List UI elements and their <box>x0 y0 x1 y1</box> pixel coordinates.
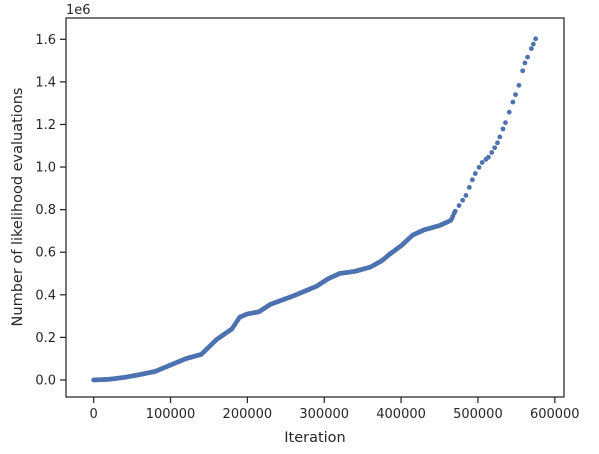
y-tick-label: 0.8 <box>35 203 56 218</box>
x-tick-label: 0 <box>90 407 98 422</box>
y-axis-ticks: 0.0 0.2 0.4 0.6 0.8 1.0 1.2 1.4 1.6 <box>35 33 66 388</box>
data-point <box>470 177 475 183</box>
data-point <box>516 82 522 88</box>
x-tick-label: 200000 <box>223 407 273 422</box>
x-axis-label: Iteration <box>284 430 346 446</box>
data-point <box>460 197 466 203</box>
x-axis-ticks: 0 100000 200000 300000 400000 500000 600000 <box>90 397 580 422</box>
x-tick-label: 500000 <box>453 407 503 422</box>
data-point <box>506 109 512 115</box>
x-tick-label: 600000 <box>530 407 580 422</box>
data-point <box>486 154 491 160</box>
data-point <box>489 150 495 155</box>
data-point <box>463 193 469 198</box>
data-point <box>503 120 508 126</box>
y-tick-label: 0.0 <box>35 373 56 388</box>
plot-area-frame <box>65 17 565 398</box>
data-point <box>510 99 516 105</box>
data-point <box>495 140 500 146</box>
y-tick-label: 1.0 <box>35 161 56 176</box>
data-point <box>513 92 518 98</box>
x-tick-label: 100000 <box>146 407 196 422</box>
y-tick-label: 0.6 <box>35 246 56 261</box>
data-point <box>497 134 503 140</box>
data-point <box>479 160 485 165</box>
data-point <box>533 36 539 42</box>
data-point <box>530 41 536 47</box>
y-tick-label: 0.4 <box>35 288 56 303</box>
x-tick-label: 300000 <box>299 407 349 422</box>
y-tick-label: 1.4 <box>35 75 56 90</box>
data-point <box>500 126 506 132</box>
y-offset-label: 1e6 <box>66 3 91 18</box>
data-point <box>520 68 526 74</box>
y-axis-label: Number of likelihood evaluations <box>10 88 26 327</box>
data-point <box>476 164 482 170</box>
data-point <box>528 46 534 51</box>
data-point <box>472 171 478 176</box>
x-tick-label: 400000 <box>376 407 426 422</box>
data-point <box>452 208 458 214</box>
y-tick-label: 1.2 <box>35 118 56 133</box>
data-point <box>466 185 472 190</box>
data-point <box>456 203 462 208</box>
y-tick-label: 0.2 <box>35 331 56 346</box>
y-tick-label: 1.6 <box>35 33 56 48</box>
scatter-points <box>91 36 539 383</box>
data-point <box>492 145 498 151</box>
data-point <box>522 60 528 66</box>
data-point <box>525 54 530 60</box>
